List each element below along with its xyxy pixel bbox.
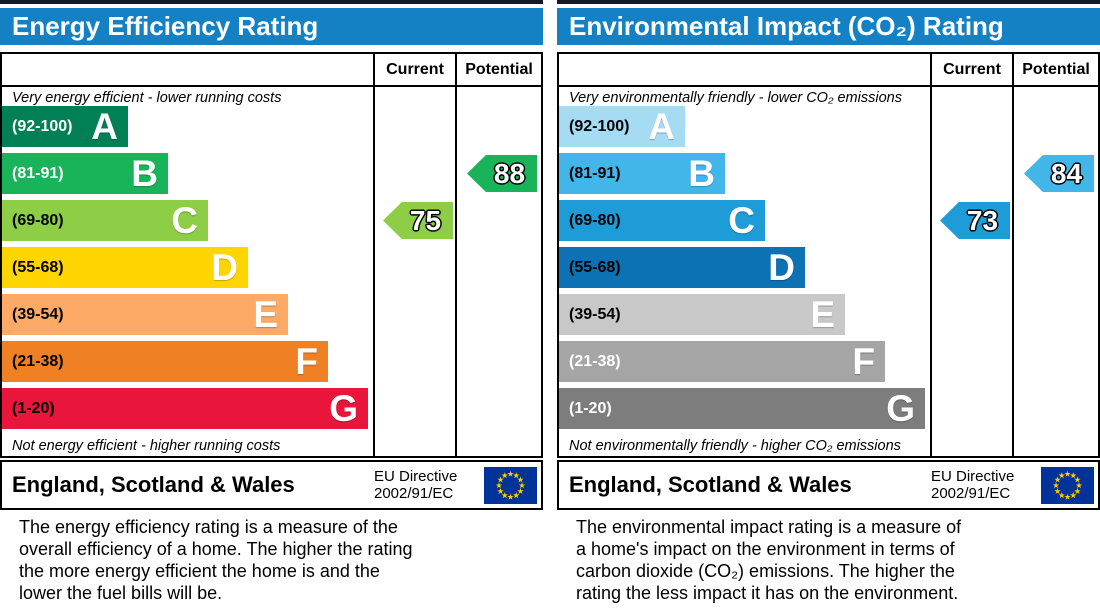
band-range-label: (55-68) xyxy=(12,258,64,276)
header-row-divider xyxy=(2,85,541,87)
footer-bar: England, Scotland & Wales EU Directive 2… xyxy=(0,460,543,510)
band-row-f: (21-38) F xyxy=(559,341,885,382)
band-row-b: (81-91) B xyxy=(559,153,725,194)
band-range-label: (92-100) xyxy=(12,117,73,135)
band-letter: B xyxy=(131,153,158,194)
band-range-label: (39-54) xyxy=(569,305,621,323)
potential-column-header: Potential xyxy=(465,61,533,78)
band-letter: E xyxy=(810,294,835,335)
band-letter: C xyxy=(171,200,198,241)
band-range-label: (21-38) xyxy=(12,352,64,370)
band-row-c: (69-80) C xyxy=(559,200,765,241)
band-row-g: (1-20) G xyxy=(2,388,368,429)
panel-description: The energy efficiency rating is a measur… xyxy=(19,517,413,603)
eu-directive-label: EU Directive 2002/91/EC xyxy=(931,468,1015,502)
current-rating-value: 75 xyxy=(409,204,442,236)
panel-title: Energy Efficiency Rating xyxy=(12,11,319,41)
band-letter: A xyxy=(648,106,675,147)
eu-flag-icon xyxy=(1041,466,1094,504)
eu-directive-label: EU Directive 2002/91/EC xyxy=(374,468,458,502)
band-row-f: (21-38) F xyxy=(2,341,328,382)
band-range-label: (69-80) xyxy=(12,211,64,229)
current-column-header: Current xyxy=(386,61,444,78)
potential-rating-arrow: 88 xyxy=(467,155,537,192)
band-letter: E xyxy=(253,294,278,335)
potential-rating-value: 84 xyxy=(1050,157,1083,189)
band-letter: D xyxy=(768,247,795,288)
band-row-e: (39-54) E xyxy=(559,294,845,335)
current-rating-arrow: 73 xyxy=(940,202,1010,239)
rating-chart-box: Current Potential Very environmentally f… xyxy=(557,52,1100,458)
eu-flag-icon xyxy=(484,466,537,504)
header-row-divider xyxy=(559,85,1098,87)
band-row-a: (92-100) A xyxy=(559,106,685,147)
band-row-a: (92-100) A xyxy=(2,106,128,147)
band-range-label: (1-20) xyxy=(569,399,612,417)
footer-bar: England, Scotland & Wales EU Directive 2… xyxy=(557,460,1100,510)
bottom-note: Not environmentally friendly - higher CO… xyxy=(569,438,901,454)
current-rating-arrow: 75 xyxy=(383,202,453,239)
band-row-d: (55-68) D xyxy=(2,247,248,288)
potential-column-divider xyxy=(1012,54,1014,456)
band-letter: D xyxy=(211,247,238,288)
rating-chart-box: Current Potential Very energy efficient … xyxy=(0,52,543,458)
band-range-label: (69-80) xyxy=(569,211,621,229)
energy-efficiency-panel: Energy Efficiency Rating Current Potenti… xyxy=(0,0,543,612)
band-row-c: (69-80) C xyxy=(2,200,208,241)
panel-description: The environmental impact rating is a mea… xyxy=(576,517,962,603)
band-letter: B xyxy=(688,153,715,194)
current-rating-value: 73 xyxy=(966,204,999,236)
potential-column-divider xyxy=(455,54,457,456)
band-letter: F xyxy=(852,341,875,382)
bottom-note: Not energy efficient - higher running co… xyxy=(12,438,281,454)
potential-rating-value: 88 xyxy=(493,157,526,189)
band-range-label: (92-100) xyxy=(569,117,630,135)
current-column-divider xyxy=(373,54,375,456)
top-strip xyxy=(0,0,543,4)
panel-title-bar: Environmental Impact (CO₂) Rating xyxy=(557,8,1100,45)
region-label: England, Scotland & Wales xyxy=(569,472,852,497)
band-range-label: (1-20) xyxy=(12,399,55,417)
potential-rating-arrow: 84 xyxy=(1024,155,1094,192)
band-letter: A xyxy=(91,106,118,147)
band-range-label: (81-91) xyxy=(569,164,621,182)
current-column-header: Current xyxy=(943,61,1001,78)
band-row-b: (81-91) B xyxy=(2,153,168,194)
band-letter: F xyxy=(295,341,318,382)
top-note: Very energy efficient - lower running co… xyxy=(12,90,282,106)
band-row-e: (39-54) E xyxy=(2,294,288,335)
band-letter: G xyxy=(886,388,915,429)
band-row-g: (1-20) G xyxy=(559,388,925,429)
panel-title-bar: Energy Efficiency Rating xyxy=(0,8,543,45)
region-label: England, Scotland & Wales xyxy=(12,472,295,497)
band-letter: G xyxy=(329,388,358,429)
band-range-label: (81-91) xyxy=(12,164,64,182)
band-range-label: (55-68) xyxy=(569,258,621,276)
top-strip xyxy=(557,0,1100,4)
band-letter: C xyxy=(728,200,755,241)
panel-title: Environmental Impact (CO₂) Rating xyxy=(569,11,1004,41)
band-range-label: (21-38) xyxy=(569,352,621,370)
band-row-d: (55-68) D xyxy=(559,247,805,288)
environmental-impact-panel: Environmental Impact (CO₂) Rating Curren… xyxy=(557,0,1100,612)
potential-column-header: Potential xyxy=(1022,61,1090,78)
band-range-label: (39-54) xyxy=(12,305,64,323)
top-note: Very environmentally friendly - lower CO… xyxy=(569,90,902,106)
current-column-divider xyxy=(930,54,932,456)
